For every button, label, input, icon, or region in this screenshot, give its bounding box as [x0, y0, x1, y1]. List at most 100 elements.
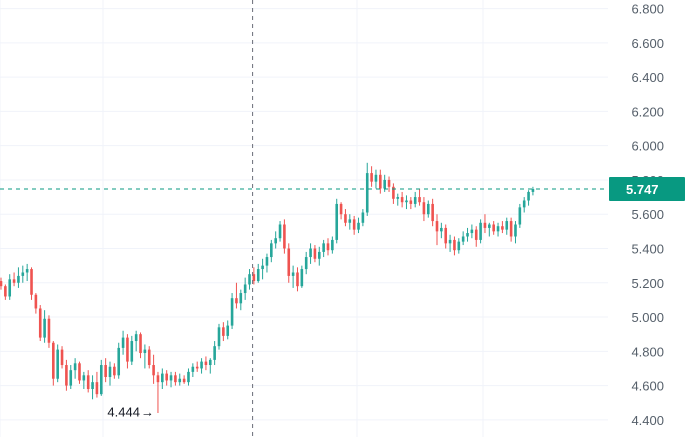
candle: [488, 222, 491, 237]
candle-body: [370, 173, 373, 182]
candle-body: [91, 382, 94, 390]
candle-body: [309, 248, 312, 258]
candle-body: [317, 251, 321, 259]
candle-body: [422, 202, 426, 215]
candle: [4, 284, 7, 300]
candle: [444, 224, 448, 249]
candle: [43, 310, 46, 343]
y-tick-label: 6.600: [631, 36, 664, 51]
candle-body: [492, 224, 495, 232]
candle: [440, 222, 443, 239]
candle: [304, 251, 308, 275]
candle: [21, 265, 25, 283]
candle-body: [248, 274, 251, 285]
candle: [466, 227, 469, 242]
candle-body: [165, 373, 168, 381]
candle: [217, 323, 221, 350]
candle: [374, 169, 378, 189]
candle-body: [113, 366, 116, 376]
candle: [156, 371, 160, 414]
candle-body: [361, 212, 365, 223]
last-price-tag[interactable]: 5.747: [609, 177, 685, 202]
candle-body: [208, 359, 212, 366]
y-tick-label: 4.600: [631, 379, 664, 394]
candle: [531, 186, 535, 196]
candle-body: [435, 221, 439, 232]
candle: [501, 221, 504, 234]
candle: [0, 277, 3, 290]
low-price-label: 4.444: [107, 404, 140, 419]
candle: [191, 363, 195, 378]
candle: [326, 238, 330, 256]
candle-body: [43, 318, 46, 338]
candle: [335, 198, 339, 244]
candle-body: [514, 224, 517, 237]
candle-body: [65, 365, 68, 386]
candle: [396, 193, 400, 206]
candle-body: [374, 174, 378, 182]
price-axis[interactable]: 4.4004.6004.8005.0005.2005.4005.6005.800…: [631, 2, 664, 428]
candle-body: [200, 361, 203, 369]
candle: [130, 335, 134, 366]
candle-body: [21, 272, 25, 276]
candle-body: [60, 349, 64, 366]
candle: [147, 346, 151, 369]
candle: [370, 166, 373, 187]
candle-body: [126, 337, 129, 362]
candle-body: [527, 191, 530, 201]
candle-body: [117, 347, 121, 376]
candle: [283, 219, 286, 254]
candle-body: [25, 269, 29, 273]
candle-body: [169, 375, 173, 381]
candle: [78, 361, 81, 384]
candle-body: [4, 286, 7, 297]
candle: [344, 209, 347, 227]
candle: [60, 346, 64, 369]
candle: [17, 267, 20, 288]
candle-body: [531, 189, 535, 192]
candle-body: [191, 366, 195, 372]
candle: [121, 330, 125, 355]
candle: [322, 239, 325, 258]
candle-body: [474, 229, 478, 240]
candle-body: [453, 239, 456, 251]
candle-body: [222, 327, 225, 336]
candle-body: [348, 219, 352, 223]
candle-body: [30, 269, 33, 295]
candle: [226, 320, 230, 340]
y-tick-label: 5.200: [631, 276, 664, 291]
candle-body: [104, 365, 107, 378]
candle-body: [17, 275, 20, 283]
candle-body: [95, 382, 99, 395]
candle: [99, 359, 103, 396]
candle-body: [47, 318, 51, 343]
candle: [431, 198, 434, 227]
candle-body: [322, 243, 325, 252]
candle-body: [339, 203, 343, 215]
candle-body: [52, 342, 55, 379]
candle-body: [296, 272, 299, 287]
candle-body: [426, 203, 430, 215]
candle-body: [0, 281, 3, 287]
candle-body: [270, 243, 273, 258]
candle: [30, 267, 33, 300]
candle: [222, 322, 225, 342]
candle-body: [479, 222, 482, 240]
candle-body: [483, 222, 487, 228]
candle: [379, 169, 382, 194]
candle-body: [12, 279, 16, 283]
candle: [239, 289, 243, 311]
candle: [134, 330, 138, 352]
candle: [448, 234, 452, 252]
candle: [213, 341, 216, 366]
candle-body: [400, 197, 404, 203]
candle: [426, 200, 430, 218]
candle-body: [387, 179, 391, 187]
y-tick-label: 5.000: [631, 310, 664, 325]
candle: [204, 356, 208, 371]
candle-body: [38, 308, 42, 338]
candle: [8, 274, 12, 300]
